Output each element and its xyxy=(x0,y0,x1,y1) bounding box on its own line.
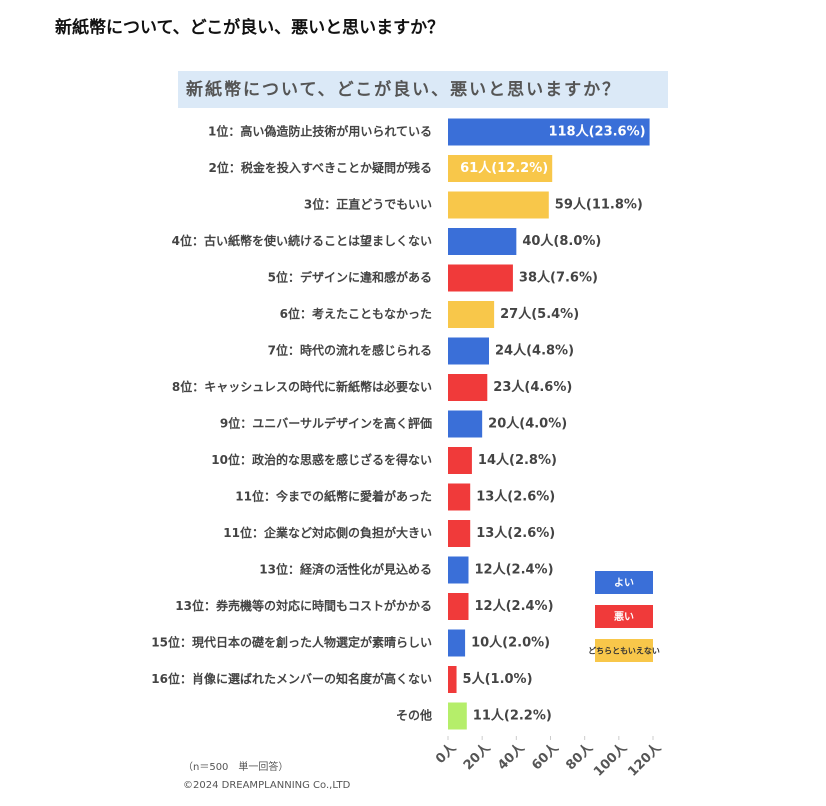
value-label: 118人(23.6%) xyxy=(548,124,645,140)
y-tick-label: 16位：肖像に選ばれたメンバーの知名度が高くない xyxy=(151,671,432,686)
legend-swatch xyxy=(595,571,653,594)
x-tick-label: 100人 xyxy=(590,739,630,779)
bar xyxy=(448,118,650,146)
y-tick-label: 6位：考えたこともなかった xyxy=(280,306,432,321)
bar xyxy=(448,520,471,547)
legend-label: よい xyxy=(614,577,634,589)
y-tick-label: 5位：デザインに違和感がある xyxy=(268,270,432,285)
value-label: 20人(4.0%) xyxy=(488,416,567,432)
legend-label: 悪い xyxy=(614,611,634,623)
bar xyxy=(448,410,483,438)
bar xyxy=(448,447,472,474)
y-tick-label: 2位：税金を投入すべきことか疑問が残る xyxy=(208,160,432,175)
x-tick-label: 20人 xyxy=(460,739,494,773)
value-label: 14人(2.8%) xyxy=(478,452,557,468)
value-label: 61人(12.2%) xyxy=(460,160,548,176)
chart-title: 新紙幣について、どこが良い、悪いと思いますか？ xyxy=(186,79,621,100)
y-tick-label: 15位：現代日本の礎を創った人物選定が素晴らしい xyxy=(151,635,432,650)
y-tick-label: 11位：今までの紙幣に愛着があった xyxy=(235,489,432,504)
bar xyxy=(448,483,471,511)
x-tick-label: 60人 xyxy=(529,739,563,773)
value-label: 40人(8.0%) xyxy=(522,233,601,249)
y-tick-label: 3位：正直どうでもいい xyxy=(304,197,432,212)
y-tick-label: その他 xyxy=(396,708,432,723)
page-title: 新紙幣について、どこが良い、悪いと思いますか？ xyxy=(55,17,444,38)
y-tick-label: 7位：時代の流れを感じられる xyxy=(268,343,432,358)
bar xyxy=(448,702,467,730)
y-tick-label: 13位：経済の活性化が見込める xyxy=(259,562,432,577)
y-tick-label: 8位：キャッシュレスの時代に新紙幣は必要ない xyxy=(172,379,432,394)
value-label: 38人(7.6%) xyxy=(519,270,598,286)
value-label: 11人(2.2%) xyxy=(473,708,552,724)
value-label: 24人(4.8%) xyxy=(495,343,574,359)
legend-swatch xyxy=(595,605,653,628)
bar xyxy=(448,556,469,584)
value-label: 12人(2.4%) xyxy=(475,598,554,614)
x-tick-label: 40人 xyxy=(494,739,528,773)
value-label: 13人(2.6%) xyxy=(476,525,555,541)
y-tick-label: 13位：券売機等の対応に時間もコストがかかる xyxy=(175,598,432,613)
bar xyxy=(448,666,457,693)
y-tick-label: 10位：政治的な思惑を感じざるを得ない xyxy=(211,452,432,467)
x-tick-label: 120人 xyxy=(625,739,665,779)
x-tick-label: 0人 xyxy=(432,739,460,767)
title-band xyxy=(178,71,668,108)
y-tick-label: 9位：ユニバーサルデザインを高く評価 xyxy=(220,416,432,431)
bar xyxy=(448,191,549,219)
bar xyxy=(448,629,466,657)
value-label: 23人(4.6%) xyxy=(493,379,572,395)
value-label: 59人(11.8%) xyxy=(555,197,643,213)
bar xyxy=(448,228,517,255)
note: ©2024 DREAMPLANNING Co.,LTD xyxy=(183,780,351,791)
value-label: 5人(1.0%) xyxy=(463,671,533,687)
bar xyxy=(448,155,553,182)
value-label: 27人(5.4%) xyxy=(500,306,579,322)
y-tick-label: 11位：企業など対応側の負担が大きい xyxy=(223,525,432,540)
legend-label: どちらともいえない xyxy=(588,646,660,656)
bar xyxy=(448,301,495,328)
bar xyxy=(448,374,488,401)
y-tick-label: 1位：高い偽造防止技術が用いられている xyxy=(208,124,432,139)
note: （n＝500 単一回答） xyxy=(183,760,288,773)
y-tick-label: 4位：古い紙幣を使い続けることは望ましくない xyxy=(172,233,432,248)
bar xyxy=(448,593,469,620)
legend-swatch xyxy=(595,639,653,662)
value-label: 13人(2.6%) xyxy=(476,489,555,505)
value-label: 10人(2.0%) xyxy=(471,635,550,651)
bar xyxy=(448,337,489,365)
bar xyxy=(448,264,513,292)
value-label: 12人(2.4%) xyxy=(475,562,554,578)
